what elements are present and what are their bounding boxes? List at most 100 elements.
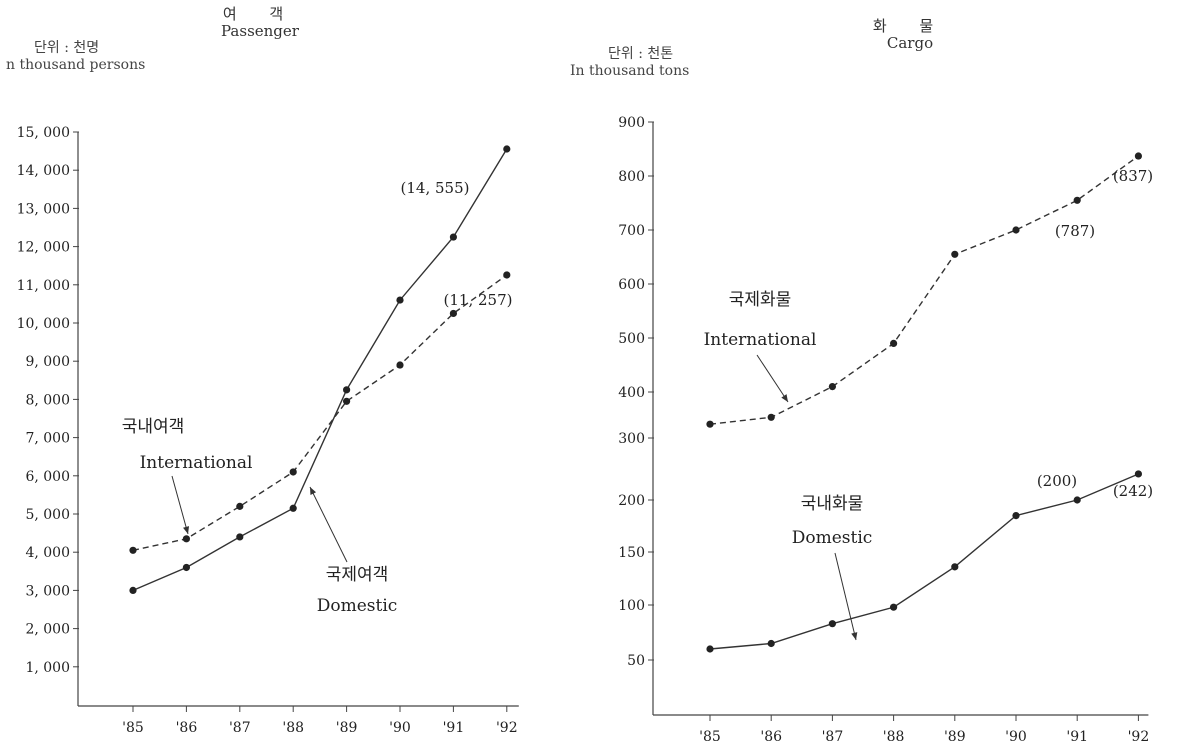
- cargo-data-point: [1073, 196, 1081, 204]
- pass-y-tick-label: 11, 000: [17, 278, 70, 294]
- pass-y-tick-label: 8, 000: [25, 392, 70, 408]
- pass-y-tick-label: 6, 000: [25, 469, 70, 485]
- pass-data-point: [503, 145, 511, 153]
- passenger-unit-kr: 단위 : 천명: [34, 40, 100, 56]
- cargo-x-tick-label: '87: [822, 729, 844, 745]
- pass-y-tick-label: 12, 000: [17, 240, 70, 256]
- pass-y-tick-label: 4, 000: [25, 545, 70, 561]
- passenger-title-kr: 여 객: [222, 5, 298, 23]
- pass-y-tick-label: 1, 000: [25, 660, 70, 676]
- cargo-x-tick-label: '91: [1066, 729, 1088, 745]
- cargo-data-point: [890, 603, 898, 611]
- cargo-series-label-kr: 국제화물: [729, 290, 792, 310]
- pass-label-arrow: [171, 475, 189, 535]
- cargo-y-tick-label: 400: [618, 385, 645, 401]
- pass-data-point: [182, 535, 190, 543]
- cargo-x-tick-label: '92: [1128, 729, 1150, 745]
- pass-series-label-en: Domestic: [317, 596, 398, 616]
- pass-value-annotation: (14, 555): [401, 179, 470, 197]
- cargo-data-point: [706, 420, 714, 428]
- pass-series-line-1: [132, 148, 508, 592]
- cargo-data-point: [1134, 152, 1142, 160]
- pass-label-arrowhead: [183, 526, 190, 534]
- pass-x-tick-label: '91: [443, 720, 465, 736]
- pass-label-arrowhead: [310, 487, 317, 495]
- cargo-title-en: Cargo: [886, 34, 934, 52]
- passenger-title: 여 객 Passenger: [190, 6, 330, 40]
- cargo-y-tick-label: 150: [618, 545, 645, 561]
- pass-data-point: [182, 563, 190, 572]
- pass-data-point: [396, 361, 404, 369]
- cargo-unit-kr: 단위 : 천톤: [608, 46, 674, 62]
- pass-x-tick-label: '87: [229, 720, 251, 736]
- cargo-x-tick-label: '85: [699, 729, 721, 745]
- cargo-y-tick-label: 800: [618, 169, 645, 185]
- cargo-title: 화 물 Cargo: [845, 18, 975, 52]
- pass-x-tick-label: '85: [122, 720, 144, 736]
- pass-data-point: [449, 233, 457, 241]
- cargo-label-arrow: [756, 354, 789, 403]
- cargo-data-point: [767, 639, 775, 648]
- pass-x-tick-label: '86: [176, 720, 198, 736]
- pass-data-point: [343, 397, 351, 405]
- cargo-data-point: [828, 383, 837, 391]
- cargo-y-tick-label: 600: [618, 277, 645, 293]
- pass-data-point: [396, 296, 404, 304]
- cargo-data-point: [1073, 496, 1081, 504]
- pass-y-tick-label: 14, 000: [17, 163, 70, 179]
- cargo-y-tick-label: 500: [618, 331, 645, 347]
- cargo-series-line-0: [709, 155, 1139, 425]
- cargo-value-annotation: (242): [1113, 482, 1153, 500]
- cargo-series-label-en: Domestic: [792, 528, 873, 548]
- cargo-data-point: [890, 339, 898, 347]
- cargo-x-tick-label: '90: [1005, 729, 1027, 745]
- cargo-label-arrowhead: [851, 632, 858, 640]
- cargo-y-tick-label: 50: [627, 653, 645, 669]
- pass-data-point: [289, 468, 297, 476]
- cargo-label-arrowhead: [781, 394, 788, 402]
- pass-data-point: [236, 502, 244, 510]
- pass-data-point: [343, 386, 351, 394]
- pass-series-label-kr: 국제여객: [326, 565, 389, 585]
- cargo-data-point: [828, 620, 837, 628]
- cargo-value-annotation: (837): [1113, 167, 1153, 185]
- cargo-value-annotation: (200): [1037, 472, 1077, 490]
- cargo-x-tick-label: '86: [760, 729, 782, 745]
- cargo-unit-en: In thousand tons: [570, 63, 690, 79]
- pass-data-point: [236, 533, 244, 541]
- pass-x-tick-label: '90: [389, 720, 411, 736]
- cargo-data-point: [951, 250, 959, 258]
- pass-y-tick-label: 10, 000: [17, 316, 70, 332]
- passenger-unit-en: n thousand persons: [6, 57, 146, 73]
- pass-y-tick-label: 2, 000: [25, 622, 70, 638]
- cargo-data-point: [767, 413, 775, 421]
- cargo-x-tick-label: '89: [944, 729, 966, 745]
- pass-y-tick-label: 13, 000: [17, 201, 70, 217]
- cargo-label-arrow: [834, 552, 857, 641]
- cargo-y-tick-label: 300: [618, 431, 645, 447]
- passenger-unit: 단위 : 천명 n thousand persons: [6, 40, 145, 74]
- pass-y-tick-label: 7, 000: [25, 431, 70, 447]
- pass-data-point: [129, 546, 137, 554]
- cargo-data-point: [1134, 470, 1142, 478]
- cargo-x-tick-label: '88: [883, 729, 905, 745]
- cargo-title-kr: 화 물: [872, 17, 948, 35]
- pass-label-arrow: [309, 486, 348, 563]
- pass-x-tick-label: '89: [336, 720, 358, 736]
- pass-series-label-kr: 국내여객: [122, 417, 185, 437]
- pass-x-tick-label: '88: [282, 720, 304, 736]
- cargo-data-point: [951, 563, 959, 571]
- pass-data-point: [129, 586, 137, 595]
- pass-y-tick-label: 15, 000: [17, 125, 70, 141]
- cargo-data-point: [1012, 226, 1020, 234]
- pass-x-tick-label: '92: [496, 720, 518, 736]
- pass-value-annotation: (11, 257): [444, 291, 513, 309]
- pass-y-tick-label: 9, 000: [25, 354, 70, 370]
- pass-data-point: [503, 271, 511, 279]
- pass-y-tick-label: 5, 000: [25, 507, 70, 523]
- cargo-value-annotation: (787): [1055, 222, 1095, 240]
- cargo-data-point: [706, 645, 714, 653]
- pass-data-point: [289, 504, 297, 512]
